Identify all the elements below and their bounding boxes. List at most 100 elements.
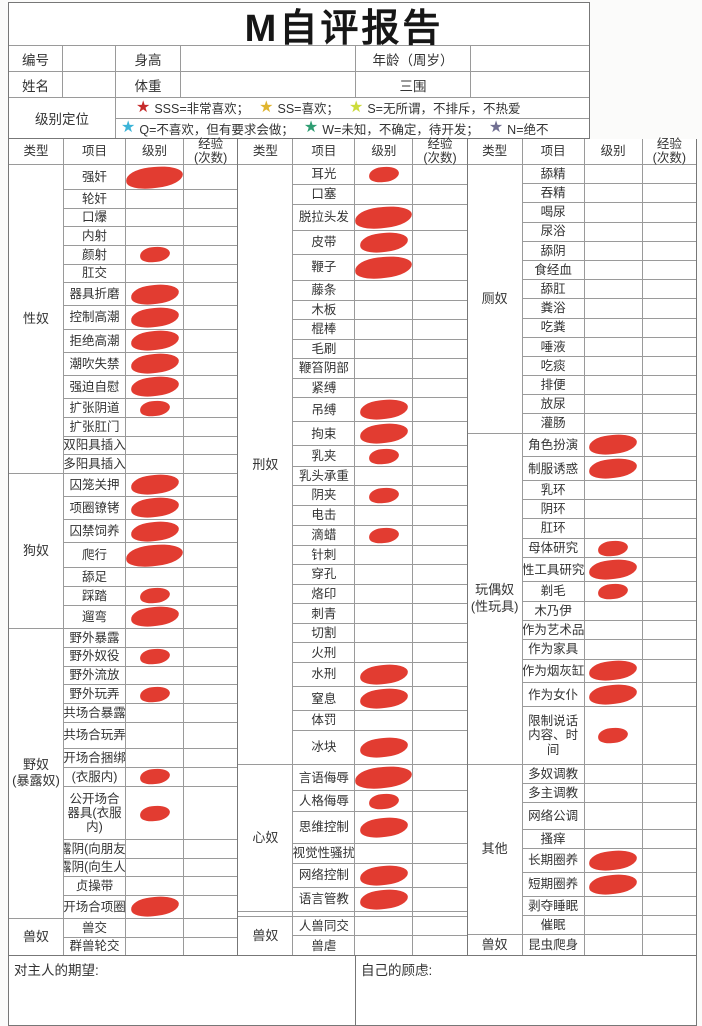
level-cell[interactable] xyxy=(126,666,184,685)
experience-cell[interactable] xyxy=(643,299,696,317)
experience-cell[interactable] xyxy=(643,242,696,260)
level-cell[interactable] xyxy=(355,397,414,422)
level-cell[interactable] xyxy=(585,500,643,519)
experience-cell[interactable] xyxy=(184,437,237,455)
level-cell[interactable] xyxy=(126,519,184,543)
level-cell[interactable] xyxy=(354,764,414,792)
experience-cell[interactable] xyxy=(184,474,237,496)
experience-cell[interactable] xyxy=(413,301,466,320)
level-cell[interactable] xyxy=(355,623,414,643)
level-cell[interactable] xyxy=(585,783,643,803)
experience-cell[interactable] xyxy=(413,585,466,604)
measurements-field[interactable] xyxy=(471,72,589,97)
experience-cell[interactable] xyxy=(184,399,237,417)
experience-cell[interactable] xyxy=(184,723,237,748)
experience-cell[interactable] xyxy=(643,683,696,706)
experience-cell[interactable] xyxy=(184,330,237,352)
experience-cell[interactable] xyxy=(643,338,696,356)
level-cell[interactable] xyxy=(126,418,184,436)
level-cell[interactable] xyxy=(585,707,643,764)
level-cell[interactable] xyxy=(126,647,184,666)
experience-cell[interactable] xyxy=(643,319,696,337)
level-cell[interactable] xyxy=(126,840,184,858)
experience-cell[interactable] xyxy=(413,379,466,398)
number-field[interactable] xyxy=(63,46,116,71)
level-cell[interactable] xyxy=(355,339,414,359)
experience-cell[interactable] xyxy=(184,840,237,858)
level-cell[interactable] xyxy=(126,264,184,283)
experience-cell[interactable] xyxy=(413,565,466,584)
experience-cell[interactable] xyxy=(184,497,237,519)
level-cell[interactable] xyxy=(585,184,643,203)
experience-cell[interactable] xyxy=(413,864,466,887)
experience-cell[interactable] xyxy=(643,261,696,279)
experience-cell[interactable] xyxy=(643,558,696,581)
experience-cell[interactable] xyxy=(413,486,466,505)
experience-cell[interactable] xyxy=(184,520,237,542)
level-cell[interactable] xyxy=(355,863,414,888)
experience-cell[interactable] xyxy=(643,165,696,183)
level-cell[interactable] xyxy=(355,584,414,604)
experience-cell[interactable] xyxy=(184,667,237,685)
level-cell[interactable] xyxy=(585,356,643,376)
experience-cell[interactable] xyxy=(643,395,696,413)
experience-cell[interactable] xyxy=(643,203,696,221)
experience-cell[interactable] xyxy=(413,604,466,623)
level-cell[interactable] xyxy=(585,682,643,707)
level-cell[interactable] xyxy=(355,791,414,811)
own-concerns-box[interactable]: 自己的顾虑: xyxy=(356,956,696,1025)
level-cell[interactable] xyxy=(126,245,184,264)
level-cell[interactable] xyxy=(126,786,184,840)
experience-cell[interactable] xyxy=(643,830,696,848)
level-cell[interactable] xyxy=(585,280,643,299)
level-cell[interactable] xyxy=(585,803,643,829)
experience-cell[interactable] xyxy=(184,877,237,895)
experience-cell[interactable] xyxy=(184,246,237,264)
level-cell[interactable] xyxy=(585,764,643,783)
experience-cell[interactable] xyxy=(643,539,696,558)
experience-cell[interactable] xyxy=(413,812,466,843)
experience-cell[interactable] xyxy=(413,731,466,765)
level-cell[interactable] xyxy=(354,203,414,231)
experience-cell[interactable] xyxy=(413,687,466,710)
experience-cell[interactable] xyxy=(643,621,696,639)
experience-cell[interactable] xyxy=(643,803,696,829)
experience-cell[interactable] xyxy=(413,624,466,643)
level-cell[interactable] xyxy=(355,911,414,916)
experience-cell[interactable] xyxy=(643,784,696,802)
experience-cell[interactable] xyxy=(184,749,237,767)
experience-cell[interactable] xyxy=(184,265,237,283)
level-cell[interactable] xyxy=(355,604,414,623)
level-cell[interactable] xyxy=(585,896,643,915)
level-cell[interactable] xyxy=(355,281,414,300)
experience-cell[interactable] xyxy=(184,896,237,918)
experience-cell[interactable] xyxy=(413,320,466,339)
experience-cell[interactable] xyxy=(643,414,696,432)
level-cell[interactable] xyxy=(585,376,643,395)
level-cell[interactable] xyxy=(126,628,184,647)
level-cell[interactable] xyxy=(355,359,414,378)
weight-field[interactable] xyxy=(181,72,356,97)
level-cell[interactable] xyxy=(355,230,414,255)
level-cell[interactable] xyxy=(126,495,184,520)
level-cell[interactable] xyxy=(585,557,643,582)
level-cell[interactable] xyxy=(585,203,643,222)
age-field[interactable] xyxy=(471,46,589,71)
experience-cell[interactable] xyxy=(413,888,466,911)
level-cell[interactable] xyxy=(126,472,184,497)
experience-cell[interactable] xyxy=(184,938,237,956)
experience-cell[interactable] xyxy=(643,280,696,298)
experience-cell[interactable] xyxy=(184,568,237,586)
experience-cell[interactable] xyxy=(184,455,237,473)
experience-cell[interactable] xyxy=(413,185,466,204)
level-cell[interactable] xyxy=(126,918,184,937)
level-cell[interactable] xyxy=(355,378,414,398)
experience-cell[interactable] xyxy=(413,917,466,936)
experience-cell[interactable] xyxy=(413,663,466,686)
experience-cell[interactable] xyxy=(184,209,237,227)
experience-cell[interactable] xyxy=(184,587,237,605)
level-cell[interactable] xyxy=(355,545,414,565)
height-field[interactable] xyxy=(181,46,356,71)
experience-cell[interactable] xyxy=(413,205,466,230)
level-cell[interactable] xyxy=(355,486,414,506)
